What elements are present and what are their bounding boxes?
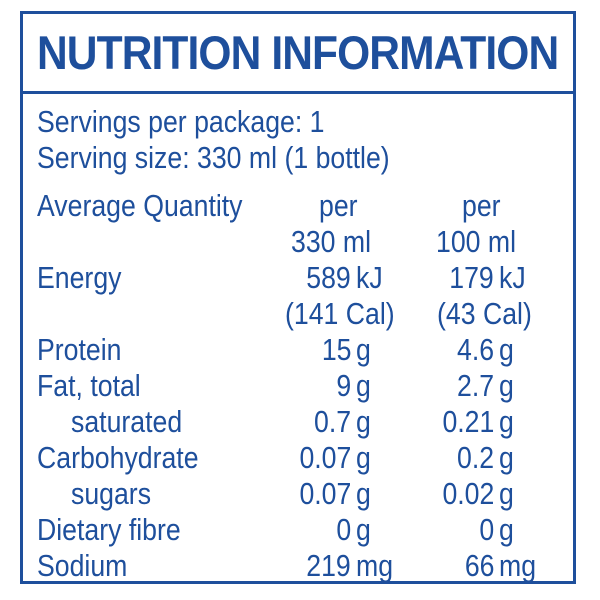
nutrient-label: Carbohydrate: [37, 440, 199, 475]
nutrient-per-100: 0.21: [442, 404, 494, 439]
energy-kj-unit-2: kJ: [499, 260, 526, 295]
nutrient-per-serving: 0.7: [313, 404, 351, 439]
nutrient-row-dietary-fibre: Dietary fibre 0 g 0 g: [23, 514, 573, 550]
nutrient-label: Fat, total: [37, 368, 141, 403]
serving-size: Serving size: 330 ml (1 bottle): [37, 140, 390, 175]
per-100-header: per: [462, 188, 501, 223]
nutrient-per-serving: 9: [336, 368, 351, 403]
energy-kj-per-100: 179: [449, 260, 494, 295]
nutrient-unit-1: g: [356, 512, 371, 547]
nutrient-label: Dietary fibre: [37, 512, 181, 547]
nutrient-unit-1: g: [356, 440, 371, 475]
nutrient-label: Protein: [37, 332, 122, 367]
energy-kj-unit-1: kJ: [356, 260, 383, 295]
nutrient-unit-2: g: [499, 332, 514, 367]
nutrient-per-100: 0: [479, 512, 494, 547]
column-header-row: Average Quantity per per: [23, 190, 573, 226]
servings-per-package: Servings per package: 1: [37, 104, 325, 139]
nutrient-per-serving: 219: [306, 548, 351, 583]
nutrient-unit-2: g: [499, 368, 514, 403]
nutrient-per-100: 0.2: [456, 440, 494, 475]
nutrient-row-carbohydrate: Carbohydrate 0.07 g 0.2 g: [23, 442, 573, 478]
nutrient-unit-1: g: [356, 368, 371, 403]
nutrient-per-serving: 0.07: [299, 440, 351, 475]
nutrient-unit-1: g: [356, 404, 371, 439]
nutrient-per-serving: 0.07: [299, 476, 351, 511]
energy-row: Energy 589 kJ 179 kJ: [23, 262, 573, 298]
nutrient-row-protein: Protein 15 g 4.6 g: [23, 334, 573, 370]
nutrient-row-sodium: Sodium 219 mg 66 mg: [23, 550, 573, 586]
nutrient-unit-2: g: [499, 440, 514, 475]
per-100-amount: 100 ml: [436, 224, 517, 259]
energy-kj-per-serving: 589: [306, 260, 351, 295]
title-divider: [23, 91, 573, 94]
nutrient-per-100: 4.6: [456, 332, 494, 367]
nutrient-per-serving: 0: [336, 512, 351, 547]
nutrient-unit-2: g: [499, 404, 514, 439]
nutrient-unit-2: g: [499, 476, 514, 511]
nutrient-unit-2: mg: [499, 548, 537, 583]
nutrient-label: Sodium: [37, 548, 128, 583]
nutrition-panel: NUTRITION INFORMATION Servings per packa…: [20, 11, 576, 584]
column-unit-row: 330 ml 100 ml: [23, 226, 573, 262]
per-serving-header: per: [319, 188, 358, 223]
nutrient-label: saturated: [71, 404, 183, 439]
nutrient-per-serving: 15: [321, 332, 351, 367]
nutrient-unit-1: mg: [356, 548, 394, 583]
nutrient-unit-2: g: [499, 512, 514, 547]
nutrient-row-fat-total: Fat, total 9 g 2.7 g: [23, 370, 573, 406]
nutrient-per-100: 2.7: [456, 368, 494, 403]
nutrient-label: sugars: [71, 476, 152, 511]
nutrient-row-sugars: sugars 0.07 g 0.02 g: [23, 478, 573, 514]
energy-cal-per-100: (43 Cal): [437, 296, 532, 331]
energy-cal-per-serving: (141 Cal): [285, 296, 395, 331]
panel-title: NUTRITION INFORMATION: [37, 26, 559, 79]
energy-label: Energy: [37, 260, 122, 295]
average-quantity-label: Average Quantity: [37, 188, 243, 223]
nutrient-unit-1: g: [356, 476, 371, 511]
nutrient-row-saturated: saturated 0.7 g 0.21 g: [23, 406, 573, 442]
nutrient-per-100: 0.02: [442, 476, 494, 511]
energy-cal-row: (141 Cal) (43 Cal): [23, 298, 573, 334]
per-serving-amount: 330 ml: [291, 224, 372, 259]
nutrient-per-100: 66: [464, 548, 494, 583]
nutrient-unit-1: g: [356, 332, 371, 367]
